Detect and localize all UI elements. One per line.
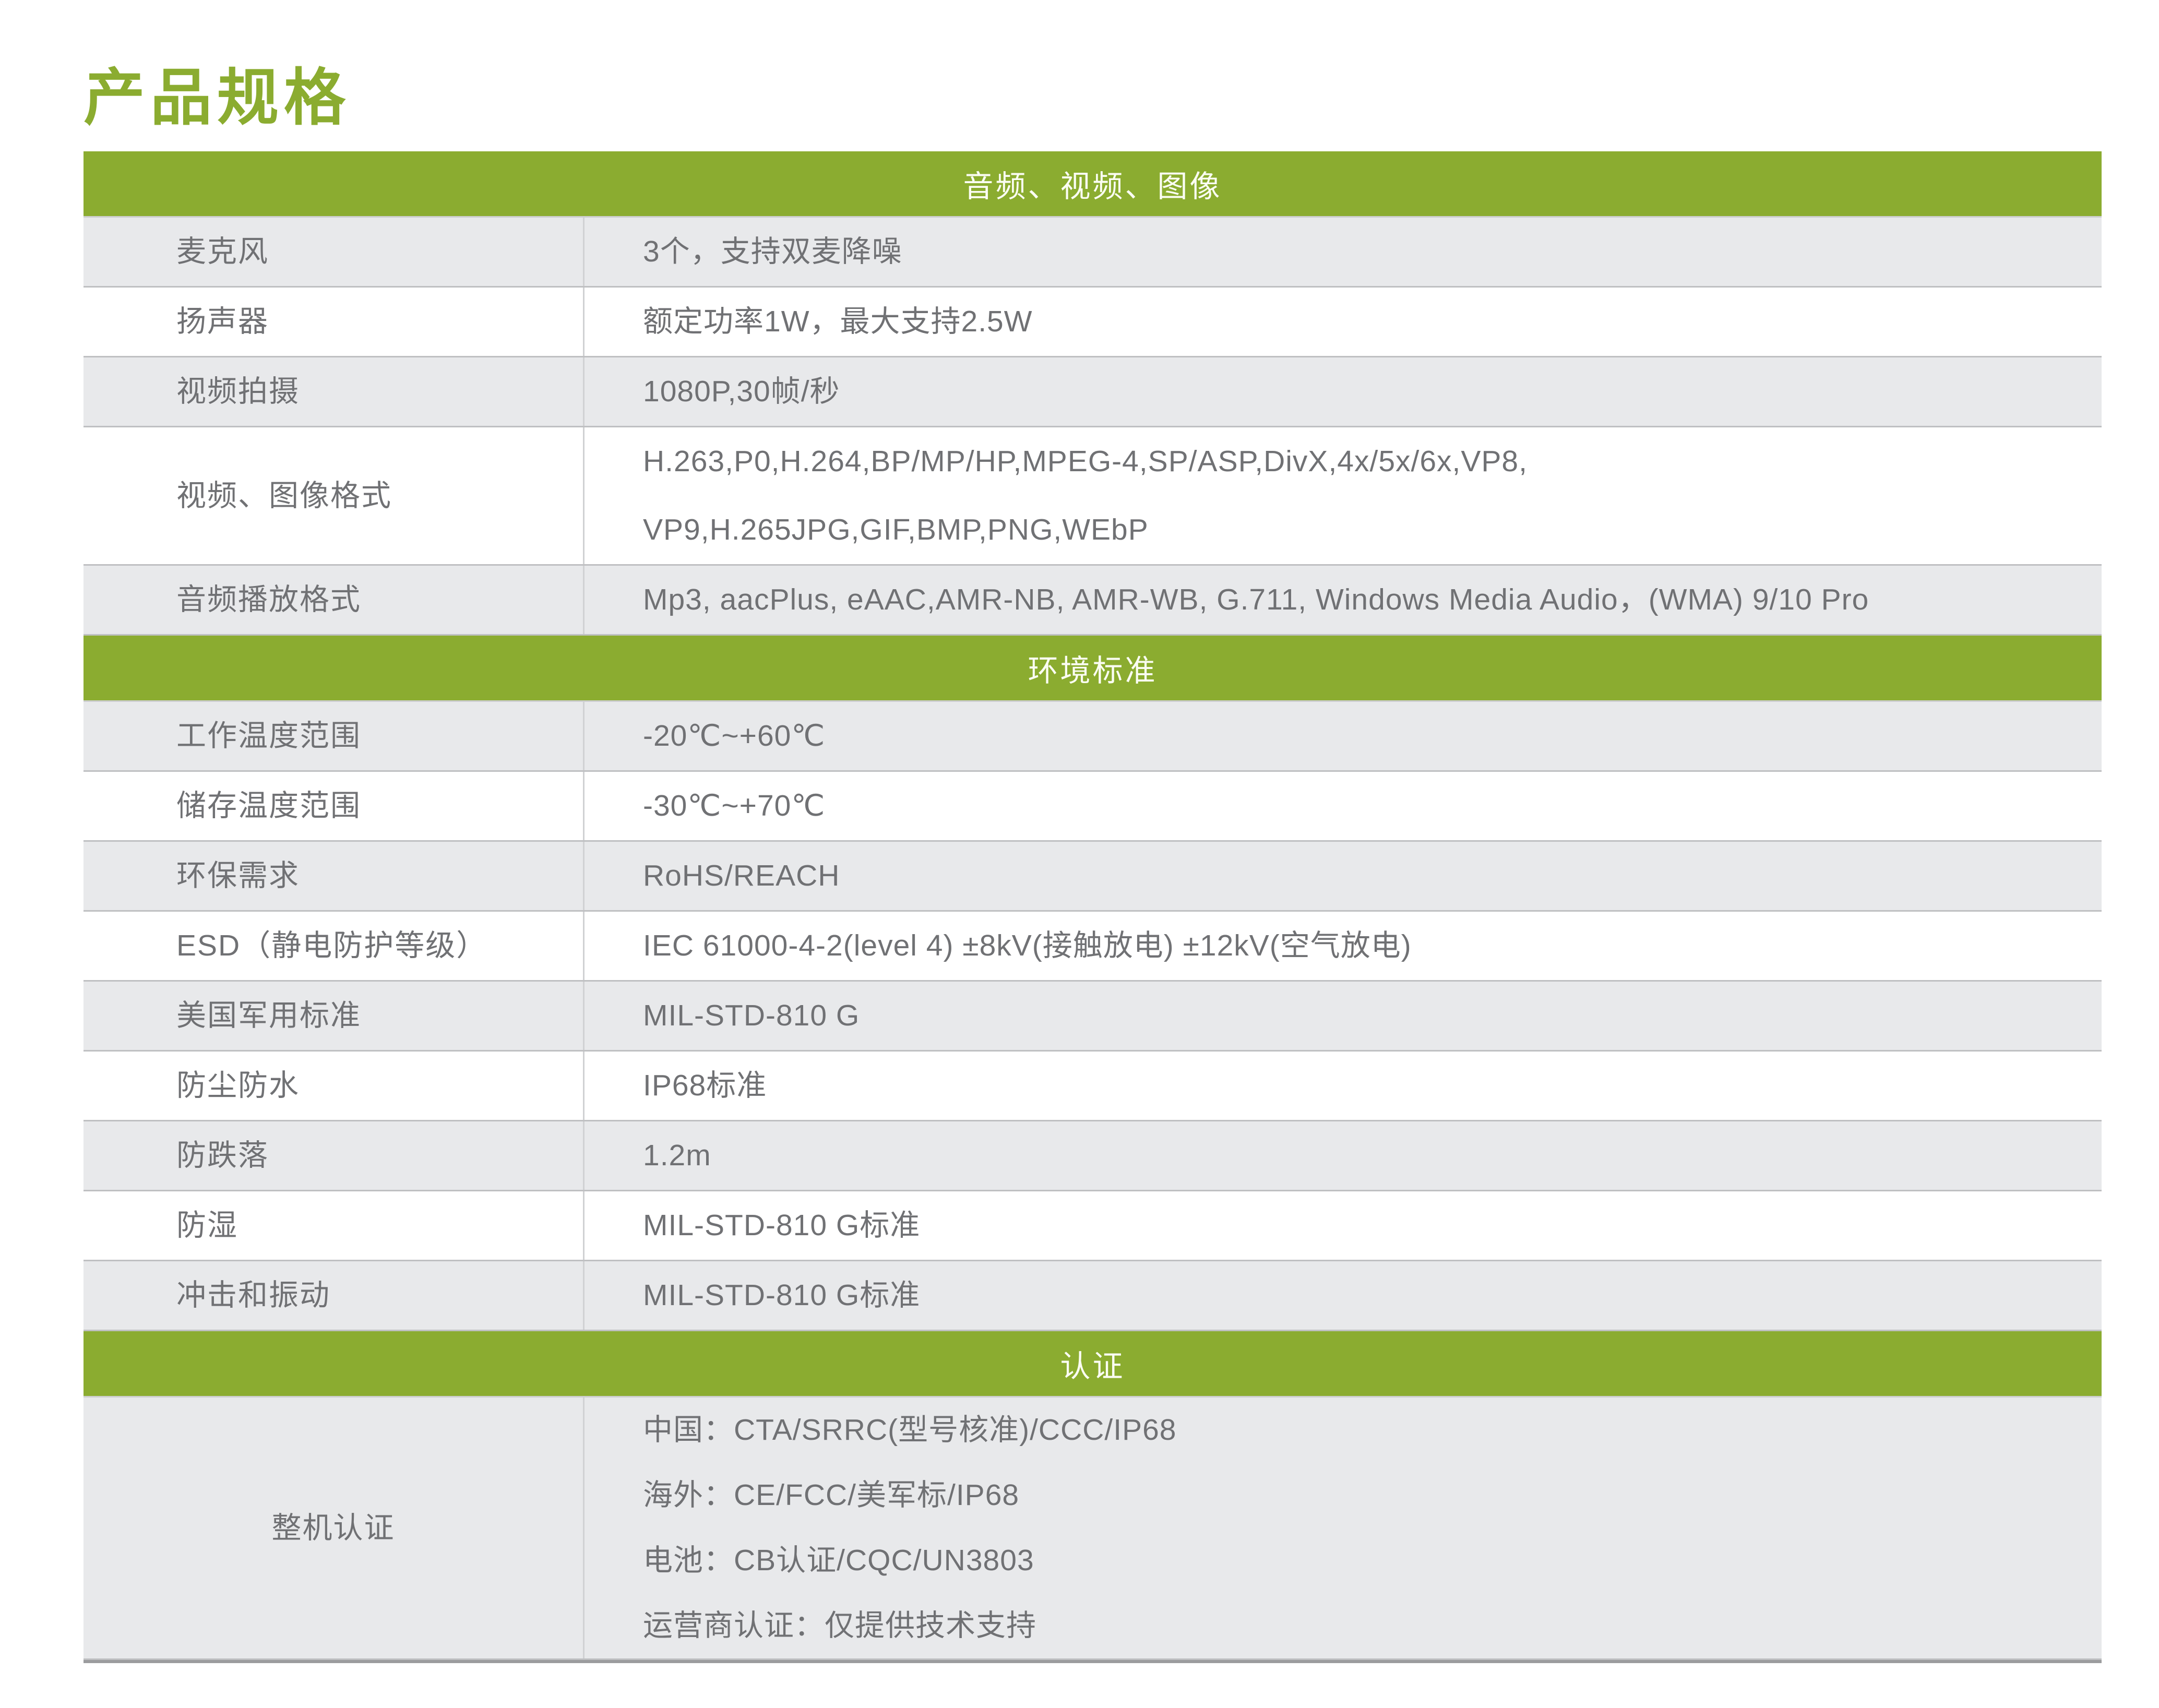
spec-value: H.263,P0,H.264,BP/MP/HP,MPEG-4,SP/ASP,Di… [585, 427, 2102, 564]
spec-value: -20℃~+60℃ [585, 702, 2102, 770]
spec-row: 防跌落 1.2m [84, 1121, 2102, 1191]
spec-label: 工作温度范围 [84, 702, 585, 770]
spec-label: ESD（静电防护等级） [84, 912, 585, 980]
spec-row: 防尘防水 IP68标准 [84, 1052, 2102, 1121]
spec-value-line: 额定功率1W，最大支持2.5W [643, 305, 1033, 338]
spec-row: 防湿 MIL-STD-810 G标准 [84, 1191, 2102, 1261]
spec-label: 扬声器 [84, 288, 585, 356]
spec-row: 音频播放格式 Mp3, aacPlus, eAAC,AMR-NB, AMR-WB,… [84, 566, 2102, 636]
spec-label: 冲击和振动 [84, 1261, 585, 1330]
spec-table: 音频、视频、图像 麦克风 3个，支持双麦降噪扬声器 额定功率1W，最大支持2.5W 视频… [84, 151, 2102, 1663]
spec-row: 冲击和振动 MIL-STD-810 G标准 [84, 1261, 2102, 1331]
spec-value-line: 3个，支持双麦降噪 [643, 235, 902, 268]
spec-row: 视频拍摄 1080P,30帧/秒 [84, 357, 2102, 427]
spec-label: 视频拍摄 [84, 357, 585, 426]
spec-value-line: VP9,H.265JPG,GIF,BMP,PNG,WEbP [643, 513, 1149, 546]
spec-value: 中国：CTA/SRRC(型号核准)/CCC/IP68 海外：CE/FCC/美军标/… [585, 1398, 2102, 1658]
spec-value: Mp3, aacPlus, eAAC,AMR-NB, AMR-WB, G.711… [585, 566, 2102, 634]
spec-label: 音频播放格式 [84, 566, 585, 634]
spec-value-line: 1.2m [643, 1139, 711, 1172]
spec-row: 扬声器 额定功率1W，最大支持2.5W [84, 288, 2102, 357]
spec-value: 1080P,30帧/秒 [585, 357, 2102, 426]
spec-label: 环保需求 [84, 842, 585, 910]
spec-value-line: 电池：CB认证/CQC/UN3803 [643, 1544, 1034, 1577]
spec-value-line: MIL-STD-810 G标准 [643, 1279, 921, 1312]
spec-value: RoHS/REACH [585, 842, 2102, 910]
spec-value: 3个，支持双麦降噪 [585, 218, 2102, 286]
spec-row: 环保需求 RoHS/REACH [84, 842, 2102, 912]
spec-row: 整机认证 中国：CTA/SRRC(型号核准)/CCC/IP68 海外：CE/FCC/… [84, 1398, 2102, 1660]
spec-value: MIL-STD-810 G [585, 982, 2102, 1050]
spec-value: MIL-STD-810 G标准 [585, 1261, 2102, 1330]
spec-value-line: 1080P,30帧/秒 [643, 375, 840, 408]
spec-label: 视频、图像格式 [84, 427, 585, 564]
spec-value-line: IEC 61000-4-2(level 4) ±8kV(接触放电) ±12kV(… [643, 929, 1412, 962]
spec-label: 防跌落 [84, 1121, 585, 1190]
spec-value-line: Mp3, aacPlus, eAAC,AMR-NB, AMR-WB, G.711… [643, 583, 1869, 616]
spec-value: IEC 61000-4-2(level 4) ±8kV(接触放电) ±12kV(… [585, 912, 2102, 980]
spec-label: 整机认证 [84, 1398, 585, 1658]
spec-value: IP68标准 [585, 1052, 2102, 1120]
spec-value-line: 海外：CE/FCC/美军标/IP68 [643, 1478, 1020, 1512]
spec-value-line: RoHS/REACH [643, 859, 840, 892]
spec-label: 储存温度范围 [84, 772, 585, 840]
spec-value: 1.2m [585, 1121, 2102, 1190]
spec-value: 额定功率1W，最大支持2.5W [585, 288, 2102, 356]
spec-value: -30℃~+70℃ [585, 772, 2102, 840]
section-header-2: 认证 [84, 1331, 2102, 1398]
spec-value-line: H.263,P0,H.264,BP/MP/HP,MPEG-4,SP/ASP,Di… [643, 445, 1528, 478]
spec-value-line: MIL-STD-810 G [643, 999, 860, 1032]
spec-value-line: -30℃~+70℃ [643, 789, 826, 822]
page-title: 产品规格 [84, 64, 351, 133]
spec-value-line: -20℃~+60℃ [643, 719, 826, 753]
spec-label: 防湿 [84, 1191, 585, 1260]
spec-value-line: 中国：CTA/SRRC(型号核准)/CCC/IP68 [643, 1413, 1177, 1447]
spec-label: 防尘防水 [84, 1052, 585, 1120]
spec-row: ESD（静电防护等级） IEC 61000-4-2(level 4) ±8kV(接… [84, 912, 2102, 982]
section-header-0: 音频、视频、图像 [84, 151, 2102, 218]
spec-row: 麦克风 3个，支持双麦降噪 [84, 218, 2102, 288]
section-header-1: 环境标准 [84, 636, 2102, 702]
spec-value-line: MIL-STD-810 G标准 [643, 1209, 921, 1242]
spec-row: 视频、图像格式 H.263,P0,H.264,BP/MP/HP,MPEG-4,SP… [84, 427, 2102, 566]
spec-label: 美国军用标准 [84, 982, 585, 1050]
spec-row: 工作温度范围 -20℃~+60℃ [84, 702, 2102, 772]
spec-value: MIL-STD-810 G标准 [585, 1191, 2102, 1260]
spec-label: 麦克风 [84, 218, 585, 286]
spec-row: 美国军用标准 MIL-STD-810 G [84, 982, 2102, 1052]
spec-value-line: 运营商认证：仅提供技术支持 [643, 1609, 1036, 1642]
spec-value-line: IP68标准 [643, 1069, 767, 1102]
spec-row: 储存温度范围 -30℃~+70℃ [84, 772, 2102, 842]
